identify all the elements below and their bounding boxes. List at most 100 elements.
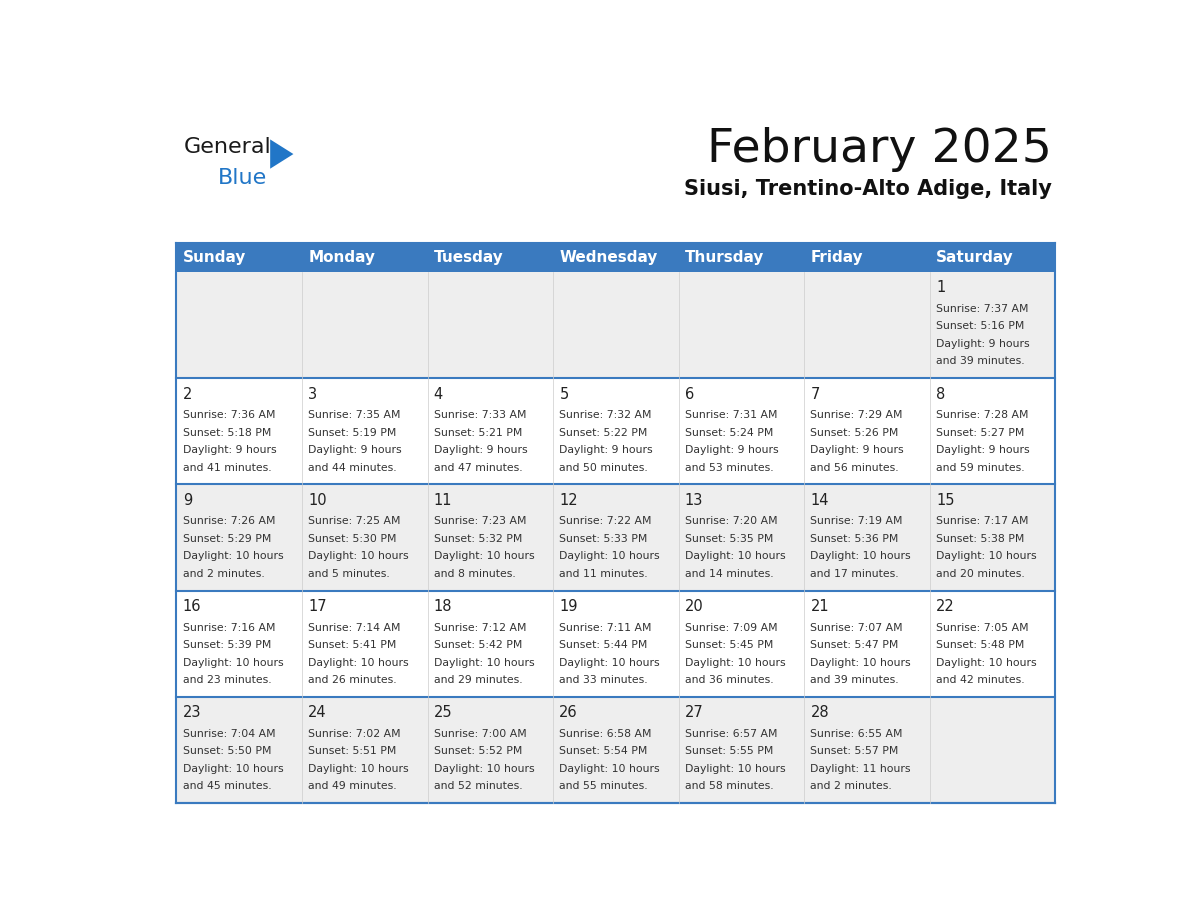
Text: 7: 7 [810, 386, 820, 401]
Text: 13: 13 [684, 493, 703, 508]
Text: Sunrise: 7:36 AM: Sunrise: 7:36 AM [183, 410, 276, 420]
Text: Sunset: 5:51 PM: Sunset: 5:51 PM [308, 746, 397, 756]
Text: and 29 minutes.: and 29 minutes. [434, 675, 523, 685]
Text: Daylight: 10 hours: Daylight: 10 hours [810, 552, 911, 561]
Bar [302, 590, 428, 697]
Text: Daylight: 10 hours: Daylight: 10 hours [560, 764, 661, 774]
Text: Daylight: 10 hours: Daylight: 10 hours [936, 552, 1037, 561]
Text: Thursday: Thursday [684, 250, 764, 264]
Text: Daylight: 9 hours: Daylight: 9 hours [684, 445, 778, 455]
Bar [554, 485, 678, 590]
Text: Sunrise: 7:28 AM: Sunrise: 7:28 AM [936, 410, 1029, 420]
Text: Sunset: 5:54 PM: Sunset: 5:54 PM [560, 746, 647, 756]
Text: Wednesday: Wednesday [560, 250, 658, 264]
Bar [554, 242, 678, 272]
Text: 21: 21 [810, 599, 829, 614]
Text: Sunrise: 6:58 AM: Sunrise: 6:58 AM [560, 729, 652, 739]
Text: Daylight: 10 hours: Daylight: 10 hours [936, 657, 1037, 667]
Text: Sunset: 5:29 PM: Sunset: 5:29 PM [183, 533, 271, 543]
Text: Sunrise: 7:07 AM: Sunrise: 7:07 AM [810, 622, 903, 633]
Text: Sunset: 5:33 PM: Sunset: 5:33 PM [560, 533, 647, 543]
Bar [930, 485, 1055, 590]
Text: Daylight: 9 hours: Daylight: 9 hours [183, 445, 277, 455]
Text: Sunset: 5:57 PM: Sunset: 5:57 PM [810, 746, 899, 756]
Text: and 45 minutes.: and 45 minutes. [183, 781, 271, 791]
Bar [302, 242, 428, 272]
Text: 19: 19 [560, 599, 577, 614]
Text: 3: 3 [308, 386, 317, 401]
Text: 28: 28 [810, 705, 829, 721]
Bar [804, 485, 930, 590]
Text: Daylight: 10 hours: Daylight: 10 hours [684, 764, 785, 774]
Text: 25: 25 [434, 705, 453, 721]
Text: and 33 minutes.: and 33 minutes. [560, 675, 647, 685]
Text: Daylight: 10 hours: Daylight: 10 hours [308, 764, 409, 774]
Bar [678, 590, 804, 697]
Text: Sunset: 5:24 PM: Sunset: 5:24 PM [684, 428, 773, 438]
Text: February 2025: February 2025 [707, 127, 1053, 172]
Text: Daylight: 10 hours: Daylight: 10 hours [434, 552, 535, 561]
Text: Sunrise: 7:32 AM: Sunrise: 7:32 AM [560, 410, 652, 420]
Text: Sunset: 5:22 PM: Sunset: 5:22 PM [560, 428, 647, 438]
Text: 14: 14 [810, 493, 829, 508]
Text: 18: 18 [434, 599, 453, 614]
Bar [428, 242, 554, 272]
Bar [176, 697, 302, 803]
Bar [804, 697, 930, 803]
Bar [678, 697, 804, 803]
Text: Sunset: 5:26 PM: Sunset: 5:26 PM [810, 428, 899, 438]
Text: Sunset: 5:48 PM: Sunset: 5:48 PM [936, 640, 1024, 650]
Text: Daylight: 9 hours: Daylight: 9 hours [810, 445, 904, 455]
Text: Sunrise: 7:05 AM: Sunrise: 7:05 AM [936, 622, 1029, 633]
Text: Sunset: 5:42 PM: Sunset: 5:42 PM [434, 640, 523, 650]
Text: Sunrise: 7:19 AM: Sunrise: 7:19 AM [810, 516, 903, 526]
Text: and 14 minutes.: and 14 minutes. [684, 569, 773, 579]
Text: and 2 minutes.: and 2 minutes. [183, 569, 265, 579]
Bar [428, 272, 554, 378]
Bar [678, 485, 804, 590]
Text: Sunrise: 7:11 AM: Sunrise: 7:11 AM [560, 622, 652, 633]
Text: 20: 20 [684, 599, 703, 614]
Text: and 36 minutes.: and 36 minutes. [684, 675, 773, 685]
Text: Daylight: 10 hours: Daylight: 10 hours [434, 657, 535, 667]
Text: Sunrise: 7:20 AM: Sunrise: 7:20 AM [684, 516, 777, 526]
Text: Sunset: 5:41 PM: Sunset: 5:41 PM [308, 640, 397, 650]
Text: and 44 minutes.: and 44 minutes. [308, 463, 397, 473]
Text: Sunrise: 6:57 AM: Sunrise: 6:57 AM [684, 729, 777, 739]
Bar [678, 272, 804, 378]
Text: Monday: Monday [308, 250, 375, 264]
Text: Daylight: 10 hours: Daylight: 10 hours [684, 657, 785, 667]
Text: Friday: Friday [810, 250, 862, 264]
Bar [930, 697, 1055, 803]
Text: and 55 minutes.: and 55 minutes. [560, 781, 647, 791]
Text: 23: 23 [183, 705, 201, 721]
Text: and 50 minutes.: and 50 minutes. [560, 463, 649, 473]
Text: and 49 minutes.: and 49 minutes. [308, 781, 397, 791]
Text: and 42 minutes.: and 42 minutes. [936, 675, 1024, 685]
Text: Sunrise: 7:12 AM: Sunrise: 7:12 AM [434, 622, 526, 633]
Text: General: General [183, 137, 271, 157]
Text: Blue: Blue [217, 168, 267, 188]
Text: Sunday: Sunday [183, 250, 246, 264]
Text: 26: 26 [560, 705, 577, 721]
Text: and 41 minutes.: and 41 minutes. [183, 463, 271, 473]
Bar [930, 378, 1055, 485]
Text: and 56 minutes.: and 56 minutes. [810, 463, 899, 473]
Text: Sunset: 5:36 PM: Sunset: 5:36 PM [810, 533, 899, 543]
Text: and 47 minutes.: and 47 minutes. [434, 463, 523, 473]
Text: 6: 6 [684, 386, 694, 401]
Text: Sunset: 5:44 PM: Sunset: 5:44 PM [560, 640, 647, 650]
Text: Siusi, Trentino-Alto Adige, Italy: Siusi, Trentino-Alto Adige, Italy [684, 179, 1053, 199]
Bar [678, 242, 804, 272]
Text: Sunrise: 7:37 AM: Sunrise: 7:37 AM [936, 304, 1029, 314]
Bar [554, 590, 678, 697]
Text: Sunrise: 7:16 AM: Sunrise: 7:16 AM [183, 622, 276, 633]
Bar [804, 242, 930, 272]
Text: Tuesday: Tuesday [434, 250, 504, 264]
Text: and 39 minutes.: and 39 minutes. [936, 356, 1024, 366]
Text: Daylight: 10 hours: Daylight: 10 hours [560, 657, 661, 667]
Text: Sunrise: 7:25 AM: Sunrise: 7:25 AM [308, 516, 400, 526]
Text: and 2 minutes.: and 2 minutes. [810, 781, 892, 791]
Text: 27: 27 [684, 705, 703, 721]
Bar [176, 590, 302, 697]
